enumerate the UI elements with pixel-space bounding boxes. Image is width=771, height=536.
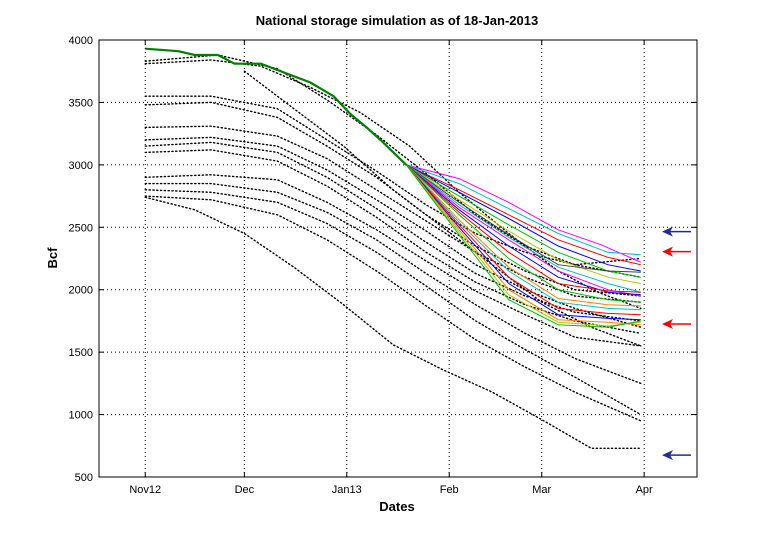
simulation-series-line — [405, 164, 641, 296]
simulation-series-line — [405, 164, 641, 307]
actual-series — [145, 47, 408, 166]
simulation-series-line — [405, 164, 641, 303]
historical-series-line — [144, 149, 642, 335]
simulation-series-line — [405, 164, 641, 316]
historical-series-line — [144, 54, 642, 266]
end-arrow-marker — [662, 226, 691, 237]
y-tick-label: 3000 — [69, 160, 93, 172]
chart-title: National storage simulation as of 18-Jan… — [256, 13, 538, 28]
end-markers — [662, 226, 691, 461]
historical-series-line — [144, 195, 642, 422]
simulation-series-line — [406, 164, 641, 266]
x-tick-label: Dec — [235, 484, 255, 496]
simulation-series-line — [405, 164, 641, 321]
end-arrow-marker — [662, 450, 691, 461]
historical-series-line — [144, 101, 642, 297]
x-tick-label: Feb — [440, 484, 459, 496]
historical-series-line — [144, 196, 642, 449]
y-tick-label: 2000 — [69, 285, 93, 297]
end-arrow-marker — [662, 246, 691, 257]
simulation-series-line — [406, 164, 641, 256]
grid — [99, 40, 697, 477]
y-tick-label: 500 — [75, 472, 93, 484]
simulation-series-line — [405, 164, 641, 293]
y-tick-label: 3500 — [69, 97, 93, 109]
y-tick-label: 4000 — [69, 35, 93, 47]
y-tick-label: 1000 — [69, 410, 93, 422]
simulation-series-line — [405, 164, 641, 293]
simulation-series-line — [405, 164, 641, 326]
simulation-series-line — [405, 164, 641, 311]
simulation-series-line — [406, 164, 641, 284]
simulation-series-line — [406, 164, 642, 263]
x-tick-label: Mar — [532, 484, 551, 496]
x-axis-label: Dates — [379, 499, 414, 514]
y-tick-label: 2500 — [69, 222, 93, 234]
x-tick-label: Apr — [636, 484, 653, 496]
simulation-series — [405, 164, 642, 328]
historical-series-line — [144, 136, 642, 328]
historical-series-line — [144, 182, 642, 385]
historical-series-line — [243, 70, 642, 347]
historical-series-line — [144, 141, 642, 322]
actual-storage-line — [145, 47, 408, 166]
historical-series-line — [144, 125, 642, 303]
plot-frame — [98, 39, 698, 478]
simulation-series-line — [405, 164, 641, 328]
x-tick-label: Nov12 — [129, 484, 161, 496]
historical-series-line — [144, 189, 642, 416]
simulation-series-line — [405, 164, 641, 327]
y-tick-label: 1500 — [69, 347, 93, 359]
x-tick-label: Jan13 — [332, 484, 362, 496]
historical-series-line — [144, 95, 642, 278]
historical-series-line — [144, 174, 642, 347]
simulation-series-line — [406, 164, 641, 272]
y-axis-label: Bcf — [45, 247, 60, 269]
simulation-series-line — [406, 164, 641, 273]
end-arrow-marker — [662, 319, 691, 330]
historical-series — [144, 54, 642, 449]
axis-ticks: 500 1000 1500 2000 2500 3000 3500 4000 Nov12 Dec J… — [69, 35, 697, 496]
simulation-series-line — [406, 164, 641, 278]
